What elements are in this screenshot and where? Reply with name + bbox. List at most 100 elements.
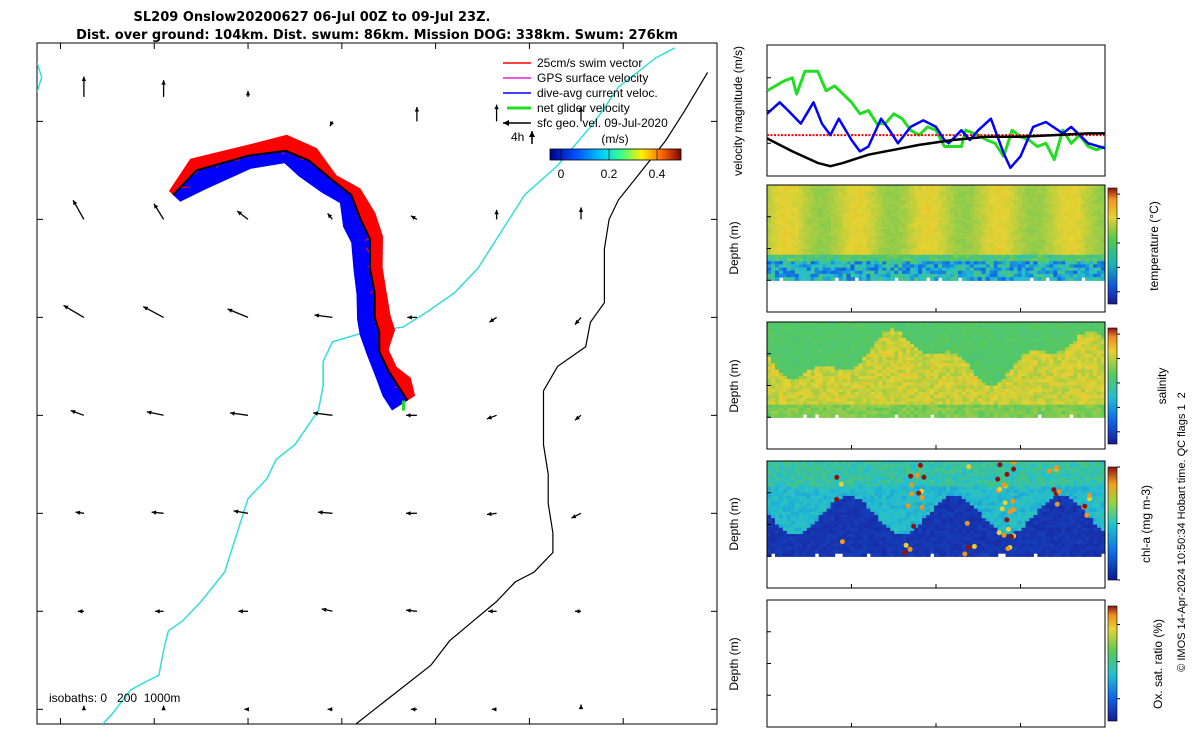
section-cell [926, 251, 931, 256]
section-cell [1013, 188, 1019, 192]
section-cell [838, 226, 844, 231]
section-cell [810, 414, 816, 418]
section-cell [981, 360, 987, 364]
section-cell [1041, 248, 1046, 253]
section-cell [790, 197, 796, 202]
section-cell [997, 337, 1003, 342]
section-cell [1081, 194, 1086, 199]
section-cell [1037, 277, 1042, 281]
section-cell [1081, 229, 1086, 234]
section-cell [874, 258, 879, 262]
section-cell [934, 254, 939, 259]
section-cell [934, 267, 939, 272]
section-cell [1025, 347, 1031, 352]
section-cell [1013, 232, 1019, 237]
section-cell [1029, 322, 1034, 326]
section-cell [1037, 407, 1042, 412]
section-cell [977, 334, 983, 339]
section-cell [969, 270, 975, 275]
section-cell [810, 344, 816, 348]
section-cell [1041, 251, 1046, 256]
section-cell [786, 360, 792, 364]
section-cell [890, 191, 895, 196]
section-cell [786, 197, 792, 202]
section-cell [818, 191, 824, 196]
section-cell [802, 385, 808, 390]
section-cell [1041, 382, 1046, 387]
section-cell [914, 261, 919, 265]
section-cell [846, 353, 852, 358]
section-cell [874, 337, 879, 342]
section-cell [957, 197, 963, 202]
section-cell [918, 379, 923, 383]
section-cell [945, 261, 951, 265]
section-cell [902, 372, 907, 377]
section-cell [834, 254, 840, 259]
section-cell [1021, 254, 1027, 259]
section-cell [961, 341, 967, 345]
section-cell [878, 216, 883, 221]
section-cell [942, 337, 947, 342]
section-cell [1021, 325, 1027, 329]
section-cell [961, 410, 967, 415]
section-cell [874, 341, 879, 345]
section-cell [945, 395, 951, 399]
section-cell [850, 258, 856, 262]
section-cell [874, 404, 879, 409]
section-cell [866, 235, 871, 240]
section-cell [1089, 270, 1094, 275]
section-cell [1005, 251, 1011, 256]
section-cell [914, 379, 919, 383]
section-cell [949, 356, 955, 361]
section-cell [1025, 334, 1031, 339]
section-cell [934, 385, 939, 390]
section-cell [930, 379, 935, 383]
section-cell [1001, 219, 1007, 224]
section-cell [794, 391, 800, 396]
section-cell [822, 379, 828, 383]
section-cell [1065, 232, 1070, 237]
section-cell [814, 379, 820, 383]
section-cell [775, 372, 780, 377]
section-cell [886, 391, 891, 396]
section-cell [953, 191, 959, 196]
section-cell [878, 385, 883, 390]
section-cell [826, 188, 832, 192]
section-cell [1025, 398, 1031, 402]
section-cell [862, 242, 867, 246]
section-cell [814, 376, 820, 380]
section-cell [814, 407, 820, 412]
section-cell [942, 270, 947, 275]
section-cell [953, 391, 959, 396]
section-cell [842, 395, 848, 399]
section-cell [862, 235, 867, 240]
section-cell [1049, 232, 1054, 237]
section-cell [949, 398, 955, 402]
section-cell [802, 204, 808, 208]
section-cell [830, 382, 836, 387]
section-cell [1021, 235, 1027, 240]
section-cell [977, 232, 983, 237]
section-cell [1017, 388, 1023, 393]
section-cell [1037, 226, 1042, 231]
section-cell [1045, 388, 1050, 393]
section-cell [922, 273, 927, 278]
section-cell [810, 216, 816, 221]
section-cell [953, 353, 959, 358]
section-cell [854, 410, 860, 415]
section-cell [775, 191, 780, 196]
section-cell [778, 379, 784, 383]
section-cell [993, 350, 999, 355]
section-cell [922, 194, 927, 199]
section-cell [874, 363, 879, 368]
section-cell [882, 395, 887, 399]
section-cell [786, 356, 792, 361]
section-cell [1097, 226, 1102, 231]
section-cell [1045, 204, 1050, 208]
section-cell [949, 191, 955, 196]
section-cell [790, 344, 796, 348]
section-cell [874, 382, 879, 387]
section-cell [969, 219, 975, 224]
section-cell [965, 267, 971, 272]
section-cell [949, 350, 955, 355]
